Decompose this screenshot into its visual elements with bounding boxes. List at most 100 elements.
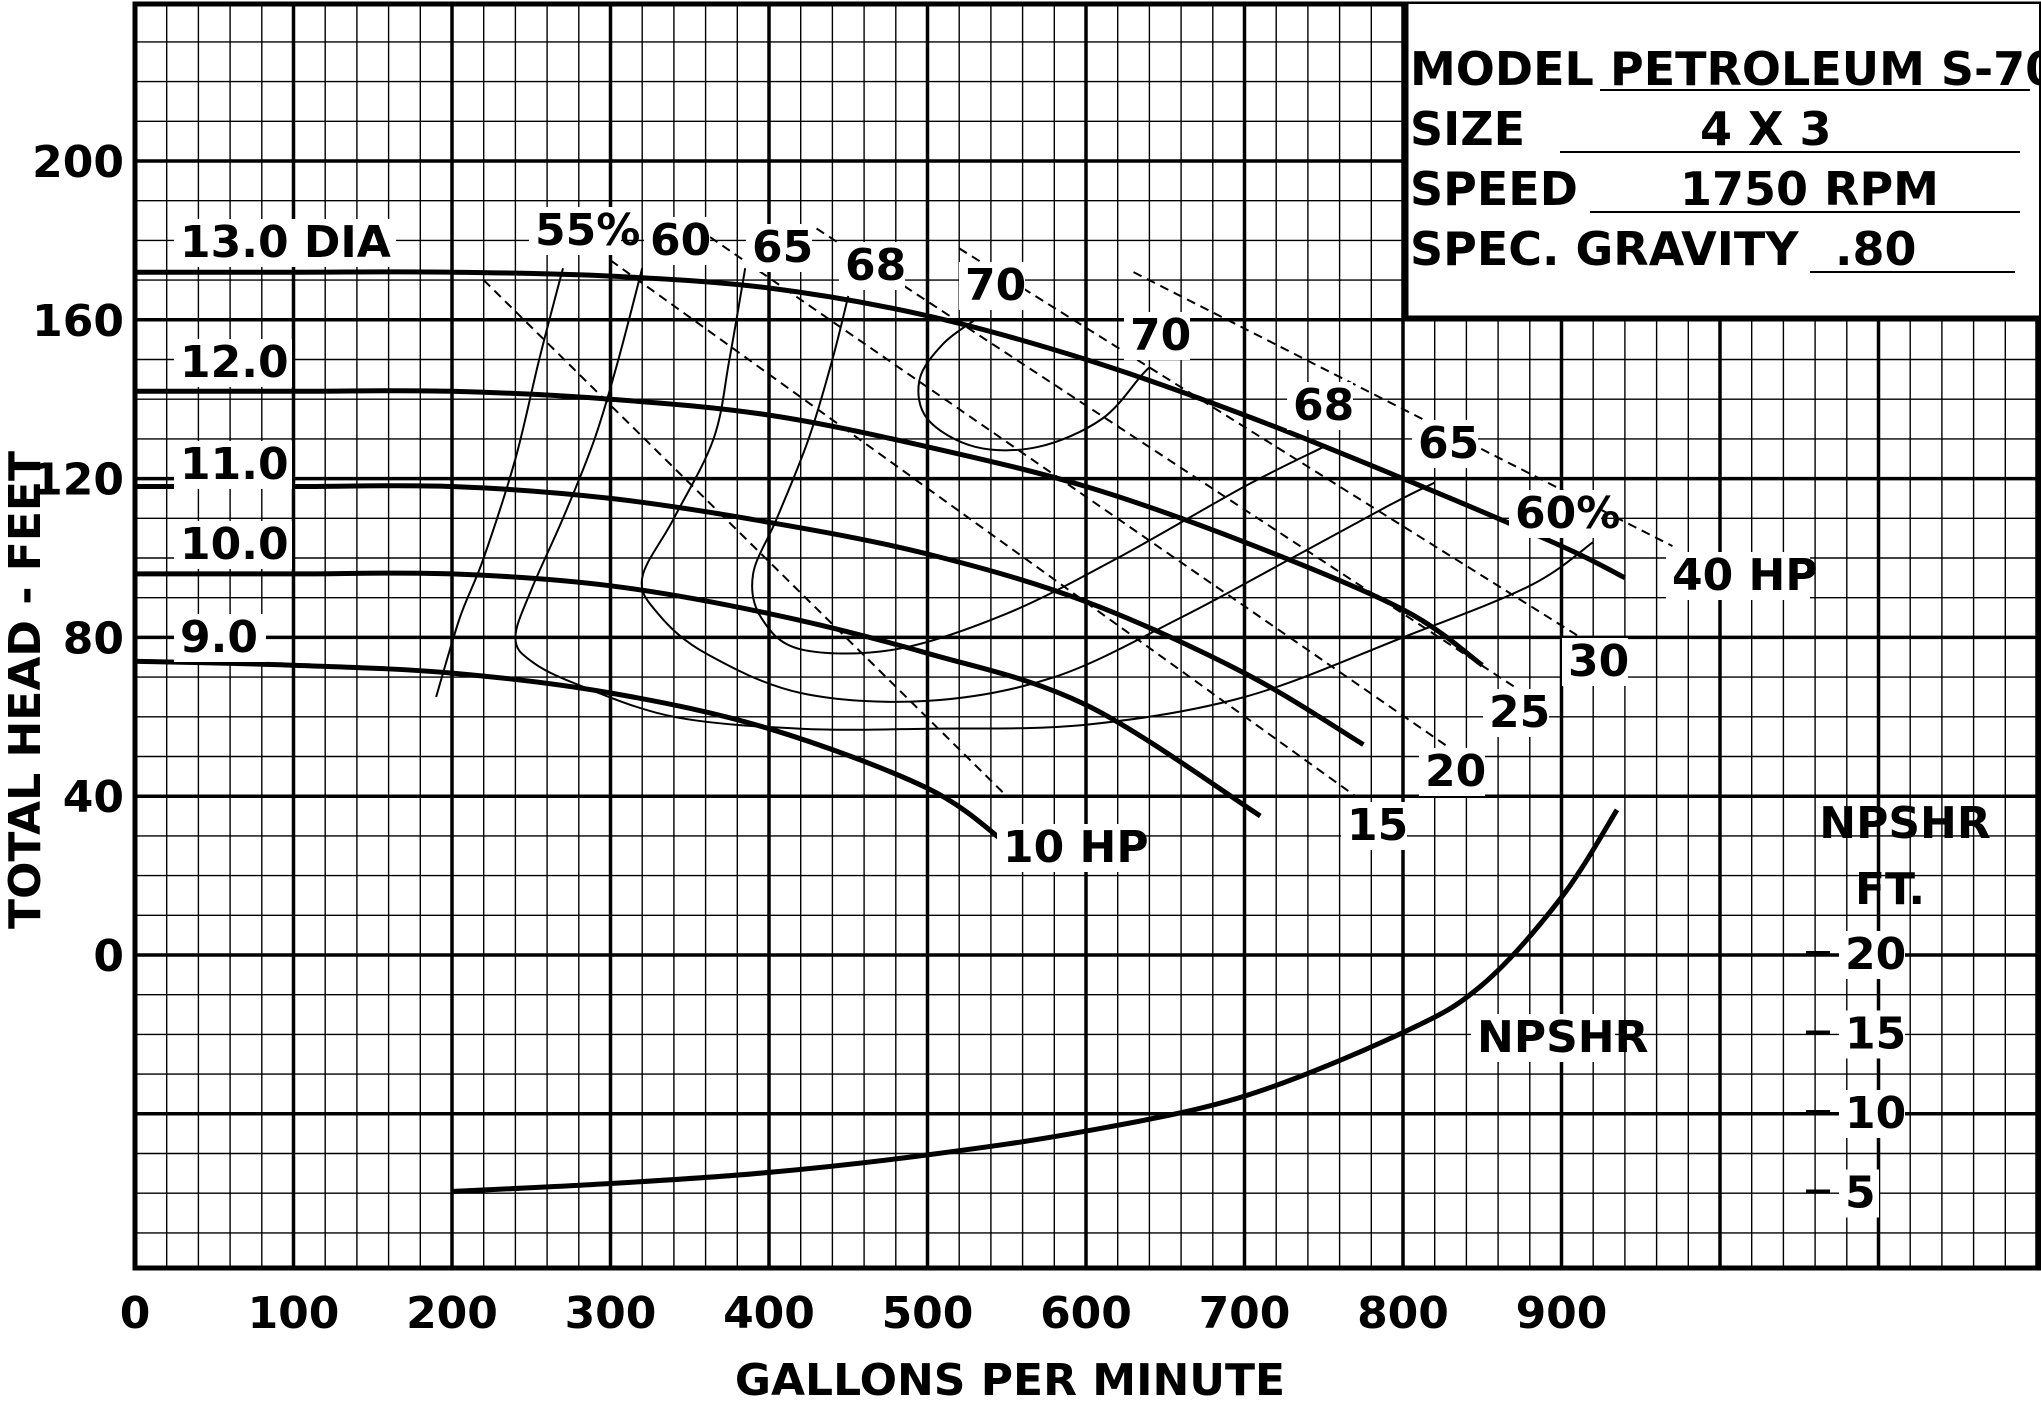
y-tick-label: 80 (63, 613, 124, 664)
efficiency-curve (514, 267, 1594, 731)
gravity-label: SPEC. GRAVITY (1410, 222, 1799, 276)
npshr-curve (451, 808, 1620, 1194)
x-tick-label: 900 (1516, 1288, 1608, 1339)
x-axis-title: GALLONS PER MINUTE (735, 1355, 1285, 1401)
efficiency-curve (640, 268, 1436, 703)
diameter-label-bg (174, 339, 292, 387)
efficiency-label: 70 (1130, 310, 1191, 361)
x-tick-label: 100 (248, 1288, 340, 1339)
hp-line (609, 259, 1357, 798)
x-tick-label: 300 (565, 1288, 657, 1339)
npshr-tick-label: 10 (1845, 1088, 1906, 1139)
npshr-tick-label: 20 (1845, 929, 1906, 980)
diameter-label: 10.0 (180, 519, 289, 570)
y-tick-label: 160 (32, 296, 124, 347)
head-curve (135, 483, 1365, 747)
efficiency-curve (435, 267, 564, 698)
y-axis-title: TOTAL HEAD - FEET (0, 451, 51, 929)
efficiency-label: 65 (1418, 418, 1479, 469)
y-tick-label: 40 (63, 772, 124, 823)
hp-label-bg (1341, 802, 1407, 850)
diameter-label-bg (174, 441, 292, 489)
efficiency-curve (751, 295, 1325, 655)
plot-frame (132, 1, 2041, 1271)
speed-value: 1750 RPM (1680, 162, 1939, 216)
head-curve (134, 658, 1009, 846)
head-curve (135, 269, 1627, 581)
efficiency-label: 65 (752, 222, 813, 273)
efficiency-label-bg (529, 207, 621, 255)
efficiency-label-bg (1287, 382, 1353, 430)
npshr-axis-title-line2: FT. (1855, 864, 1925, 915)
x-tick-label: 200 (406, 1288, 498, 1339)
head-curve (134, 388, 1484, 668)
gravity-value: .80 (1835, 222, 1917, 276)
efficiency-label: 55% (535, 205, 640, 256)
hp-label-bg (997, 824, 1141, 872)
axis-labels: GALLONS PER MINUTE TOTAL HEAD - FEET NPS… (0, 451, 1991, 1401)
hp-label: 30 (1568, 636, 1629, 687)
diameter-label-bg (174, 614, 266, 662)
y-tick-label: 0 (93, 931, 124, 982)
hp-label-bg (1562, 638, 1628, 686)
info-box: MODEL PETROLEUM S-700 SIZE 4 X 3 SPEED 1… (1403, 4, 2041, 321)
npshr-tick-label-bg (1839, 1010, 1905, 1059)
grid: 0 100 200 300 400 500 600 700 800 900200160120804… (32, 1, 2041, 1339)
efficiency-label: 60% (1515, 488, 1620, 539)
x-tick-label: 400 (723, 1288, 815, 1339)
efficiency-curve (917, 318, 1151, 452)
y-tick-label: 200 (32, 137, 124, 188)
hp-label: 10 HP (1003, 822, 1149, 873)
diameter-label-bg (174, 521, 292, 569)
diameter-label: 12.0 (180, 337, 289, 388)
model-label: MODEL (1410, 42, 1594, 96)
npshr-tick-label: 15 (1845, 1009, 1906, 1060)
diameter-label: 11.0 (180, 439, 289, 490)
npshr-tick-label-bg (1839, 1090, 1905, 1138)
efficiency-label-bg (644, 217, 710, 265)
hp-line (958, 247, 1594, 647)
efficiency-label-bg (959, 262, 1025, 310)
hp-label-bg (1419, 748, 1485, 796)
series-layer: 20 15 10 5 13.0 DIA 12.0 11.0 10.0 9.0 55% 60 65 68 7… (134, 205, 1906, 1219)
info-box-background (1406, 4, 2039, 318)
hp-line (482, 279, 1008, 797)
x-tick-label: 700 (1199, 1288, 1291, 1339)
y-tick-label: 120 (32, 455, 124, 506)
npshr-tick-label-bg (1839, 1169, 1879, 1218)
npshr-curve-label-bg (1471, 1014, 1615, 1062)
head-curve (135, 570, 1262, 819)
efficiency-label: 70 (965, 260, 1026, 311)
npshr-tick-label: 5 (1845, 1168, 1876, 1219)
x-tick-label: 0 (120, 1288, 151, 1339)
size-label: SIZE (1410, 102, 1525, 156)
hp-label: 25 (1489, 687, 1550, 738)
hp-line (816, 227, 1531, 698)
x-tick-label: 500 (882, 1288, 974, 1339)
hp-label-bg (1666, 552, 1810, 600)
efficiency-label-bg (1124, 312, 1190, 360)
x-tick-label: 600 (1040, 1288, 1132, 1339)
diameter-label-bg (174, 219, 396, 267)
efficiency-label-bg (1509, 490, 1601, 538)
diameter-label: 9.0 (180, 612, 258, 663)
diameter-label: 13.0 DIA (180, 217, 391, 268)
efficiency-label-bg (1412, 420, 1478, 468)
size-value: 4 X 3 (1700, 102, 1832, 156)
npshr-curve-label: NPSHR (1477, 1012, 1648, 1063)
npshr-axis-title-line1: NPSHR (1819, 798, 1990, 849)
hp-line (697, 227, 1452, 750)
efficiency-label-bg (746, 224, 812, 272)
x-tick-label: 800 (1357, 1288, 1449, 1339)
npshr-tick-label-bg (1839, 931, 1905, 979)
hp-label: 20 (1425, 746, 1486, 797)
speed-label: SPEED (1410, 162, 1578, 216)
hp-label: 40 HP (1672, 550, 1818, 601)
model-value: PETROLEUM S-700 (1610, 42, 2041, 96)
hp-label-bg (1483, 689, 1549, 737)
efficiency-label: 60 (650, 215, 711, 266)
efficiency-label-bg (839, 242, 905, 290)
efficiency-label: 68 (1293, 380, 1354, 431)
